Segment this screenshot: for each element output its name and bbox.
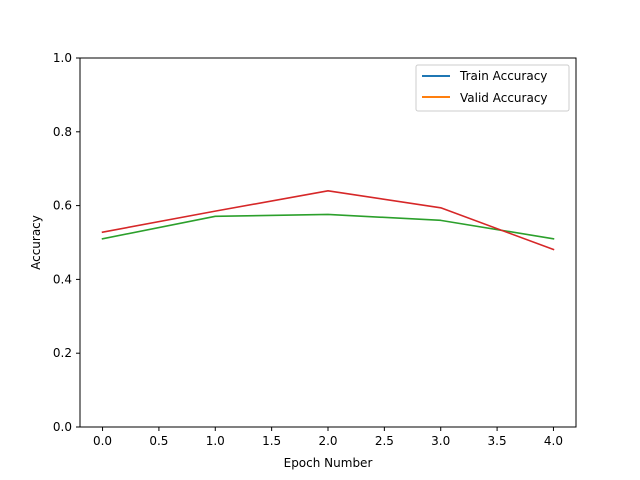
x-tick-label: 4.0 — [544, 434, 563, 448]
y-tick-label: 1.0 — [53, 51, 72, 65]
x-tick-label: 3.5 — [488, 434, 507, 448]
y-axis: 0.0 0.2 0.4 0.6 0.8 1.0 — [53, 51, 80, 434]
x-tick-label: 0.5 — [149, 434, 168, 448]
y-tick-label: 0.4 — [53, 272, 72, 286]
y-tick-label: 0.6 — [53, 199, 72, 213]
x-tick-label: 2.5 — [375, 434, 394, 448]
y-axis-label: Accuracy — [29, 215, 43, 270]
y-tick-label: 0.8 — [53, 125, 72, 139]
series-line-1 — [101, 213, 555, 240]
series-layer — [101, 190, 555, 251]
x-tick-label: 3.0 — [431, 434, 450, 448]
x-tick-label: 1.5 — [262, 434, 281, 448]
legend-label-train-accuracy: Train Accuracy — [459, 69, 547, 83]
legend: Train Accuracy Valid Accuracy — [415, 64, 570, 112]
legend-box — [415, 64, 570, 112]
y-tick-label: 0.2 — [53, 346, 72, 360]
x-tick-label: 2.0 — [318, 434, 337, 448]
x-tick-label: 1.0 — [206, 434, 225, 448]
x-axis: 0.0 0.5 1.0 1.5 2.0 2.5 3.0 3.5 4.0 — [93, 427, 563, 448]
y-tick-label: 0.0 — [53, 420, 72, 434]
legend-label-valid-accuracy: Valid Accuracy — [460, 91, 548, 105]
x-axis-label: Epoch Number — [284, 456, 373, 470]
series-line-2 — [101, 190, 555, 251]
x-tick-label: 0.0 — [93, 434, 112, 448]
